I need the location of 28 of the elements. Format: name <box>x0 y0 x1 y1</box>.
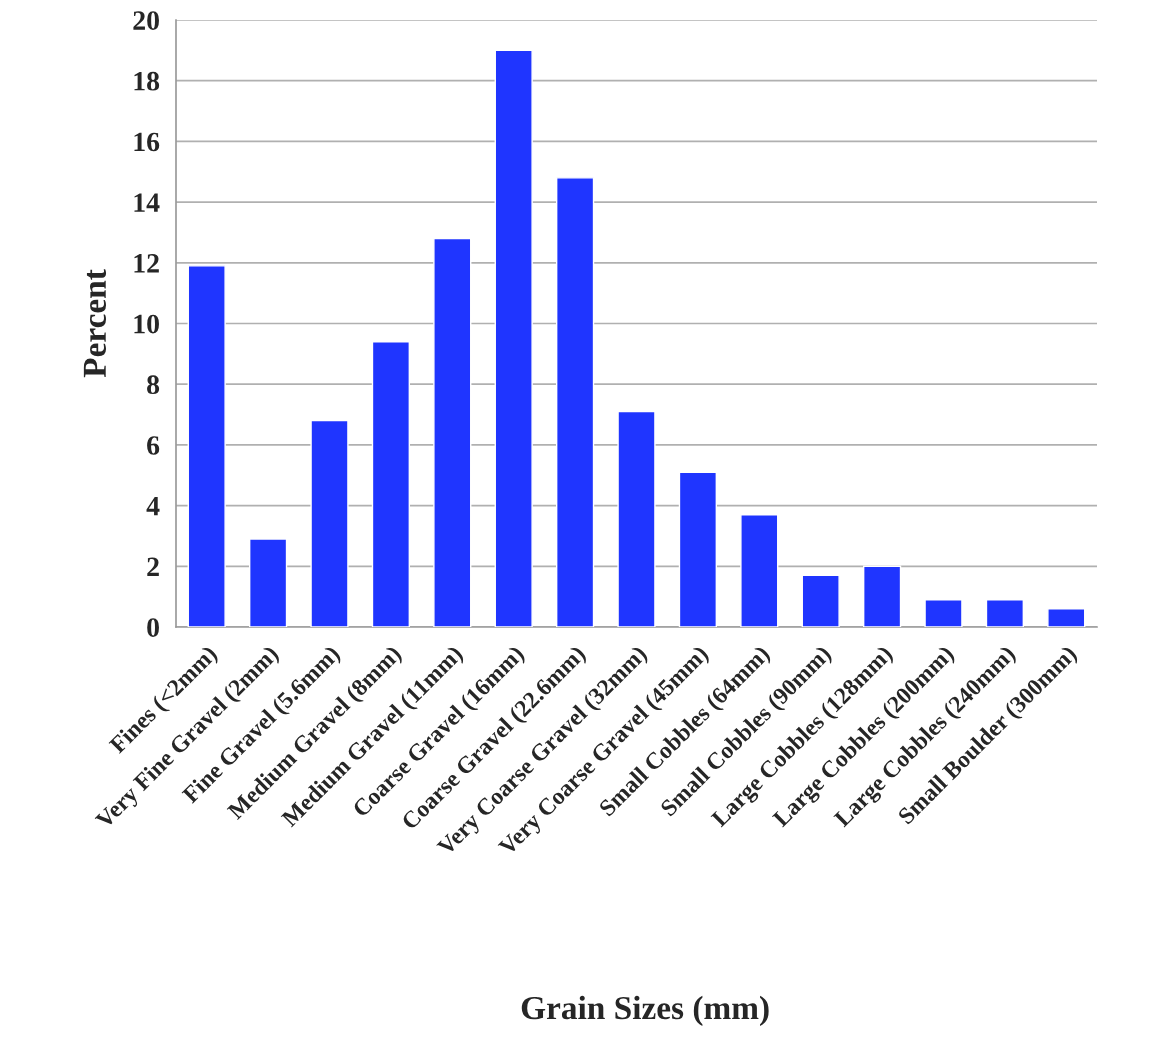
y-tick-label: 14 <box>134 193 160 212</box>
bar <box>985 598 1025 627</box>
y-tick-label: 4 <box>146 496 160 516</box>
y-tick-label: 6 <box>147 436 160 455</box>
bar <box>924 598 963 627</box>
y-tick-label: 8 <box>147 375 160 395</box>
y-tick-label: 2 <box>147 557 159 576</box>
bar <box>740 514 779 627</box>
bar <box>371 341 411 627</box>
bar <box>801 574 840 627</box>
y-axis-title: Percent <box>83 269 107 378</box>
y-tick-label: 18 <box>134 71 160 91</box>
bar <box>862 565 902 627</box>
x-axis-title: Grain Sizes (mm) <box>521 995 769 1027</box>
bar <box>617 410 656 627</box>
bar <box>1047 608 1086 627</box>
y-tick-label: 10 <box>134 314 159 334</box>
y-tick-label: 0 <box>147 618 159 637</box>
bar <box>248 538 288 627</box>
bar <box>678 471 718 627</box>
y-tick-label: 20 <box>133 11 159 30</box>
y-tick-label: 12 <box>134 254 159 273</box>
bar <box>310 419 349 627</box>
bar <box>555 177 595 627</box>
bar <box>187 265 226 627</box>
bar <box>433 237 472 627</box>
bar <box>494 49 533 627</box>
y-tick-label: 16 <box>134 132 160 152</box>
